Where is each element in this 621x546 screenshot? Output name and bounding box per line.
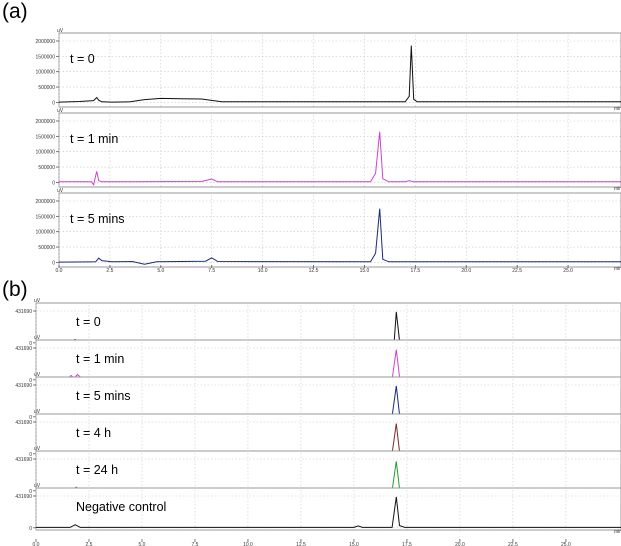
chromatogram-trace	[36, 496, 621, 528]
chromatogram-trace	[58, 208, 621, 265]
series-label: Negative control	[76, 500, 166, 514]
y-tick-label: 2000000	[36, 119, 56, 125]
panel-label-a: (a)	[2, 0, 28, 23]
series-label: t = 1 min	[76, 352, 124, 366]
x-tick-label: 2.5	[86, 542, 93, 546]
x-tick-label: 17.5	[402, 542, 412, 546]
y-unit-label: uV	[34, 372, 41, 378]
x-tick-label: 25.0	[563, 268, 573, 274]
panel-label-b: (b)	[2, 278, 28, 301]
y-tick-label: 1500000	[36, 134, 56, 140]
x-tick-label: 12.5	[309, 268, 319, 274]
x-tick-label: 25.0	[561, 542, 571, 546]
x-tick-label: 22.5	[508, 542, 518, 546]
y-unit-label: uV	[34, 446, 41, 452]
y-tick-label: 0	[52, 260, 55, 266]
y-unit-label: uV	[57, 28, 64, 34]
y-tick-label: 0	[29, 341, 32, 347]
x-tick-label: 10.0	[243, 542, 253, 546]
x-tick-label: 20.0	[461, 268, 471, 274]
x-tick-label: 2.5	[106, 268, 113, 274]
y-tick-label: 431690	[15, 457, 32, 463]
series-label: t = 5 mins	[76, 389, 131, 403]
series-label: t = 24 h	[76, 463, 118, 477]
trace-panel-frame	[58, 112, 621, 188]
series-label: t = 0	[76, 315, 101, 329]
series-label: t = 0	[70, 52, 95, 66]
trace-panel-frame	[35, 339, 621, 383]
x-unit-label: min	[614, 529, 621, 535]
x-tick-label: 7.5	[208, 268, 215, 274]
trace-panel-frame	[35, 376, 621, 420]
y-unit-label: uV	[34, 335, 41, 341]
x-tick-label: 12.5	[296, 542, 306, 546]
y-tick-label: 0	[29, 526, 32, 532]
y-tick-label: 0	[29, 415, 32, 421]
trace-panel-frame	[35, 413, 621, 457]
x-tick-label: 10.0	[258, 268, 268, 274]
x-tick-label: 0.0	[33, 542, 40, 546]
x-tick-label: 15.0	[349, 542, 359, 546]
y-tick-label: 1000000	[36, 70, 56, 76]
chromatogram-trace	[58, 45, 621, 103]
x-tick-label: 15.0	[360, 268, 370, 274]
y-tick-label: 500000	[38, 85, 55, 91]
series-label: t = 5 mins	[70, 212, 125, 226]
x-tick-label: 22.5	[512, 268, 522, 274]
x-tick-label: 5.0	[139, 542, 146, 546]
x-tick-label: 5.0	[157, 268, 164, 274]
y-unit-label: uV	[34, 483, 41, 489]
y-unit-label: uV	[57, 108, 64, 114]
x-tick-label: 7.5	[191, 542, 198, 546]
y-tick-label: 431690	[15, 346, 32, 352]
y-unit-label: uV	[57, 188, 64, 194]
y-tick-label: 500000	[38, 165, 55, 171]
y-tick-label: 431690	[15, 383, 32, 389]
y-tick-label: 1500000	[36, 54, 56, 60]
y-unit-label: uV	[34, 298, 41, 304]
series-label: t = 1 min	[70, 132, 118, 146]
series-label: t = 4 h	[76, 426, 111, 440]
x-unit-label: min	[614, 106, 621, 112]
trace-panel-frame	[58, 192, 621, 268]
y-tick-label: 0	[29, 452, 32, 458]
x-unit-label: min	[614, 186, 621, 192]
trace-panel-frame	[35, 302, 621, 346]
y-tick-label: 0	[29, 489, 32, 495]
y-tick-label: 1000000	[36, 230, 56, 236]
x-unit-label: min	[614, 266, 621, 272]
trace-panel-frame	[35, 450, 621, 494]
y-tick-label: 1500000	[36, 214, 56, 220]
y-tick-label: 1000000	[36, 150, 56, 156]
y-tick-label: 0	[52, 100, 55, 106]
x-tick-label: 0.0	[56, 268, 63, 274]
x-tick-label: 20.0	[455, 542, 465, 546]
trace-panel-frame	[58, 32, 621, 108]
y-tick-label: 431690	[15, 420, 32, 426]
chromatogram-trace	[59, 131, 621, 187]
y-unit-label: uV	[34, 409, 41, 415]
y-tick-label: 2000000	[36, 39, 56, 45]
y-tick-label: 500000	[38, 245, 55, 251]
y-tick-label: 431690	[15, 309, 32, 315]
y-tick-label: 0	[29, 378, 32, 384]
y-tick-label: 0	[52, 180, 55, 186]
y-tick-label: 431690	[15, 494, 32, 500]
y-tick-label: 2000000	[36, 199, 56, 205]
x-tick-label: 17.5	[410, 268, 420, 274]
